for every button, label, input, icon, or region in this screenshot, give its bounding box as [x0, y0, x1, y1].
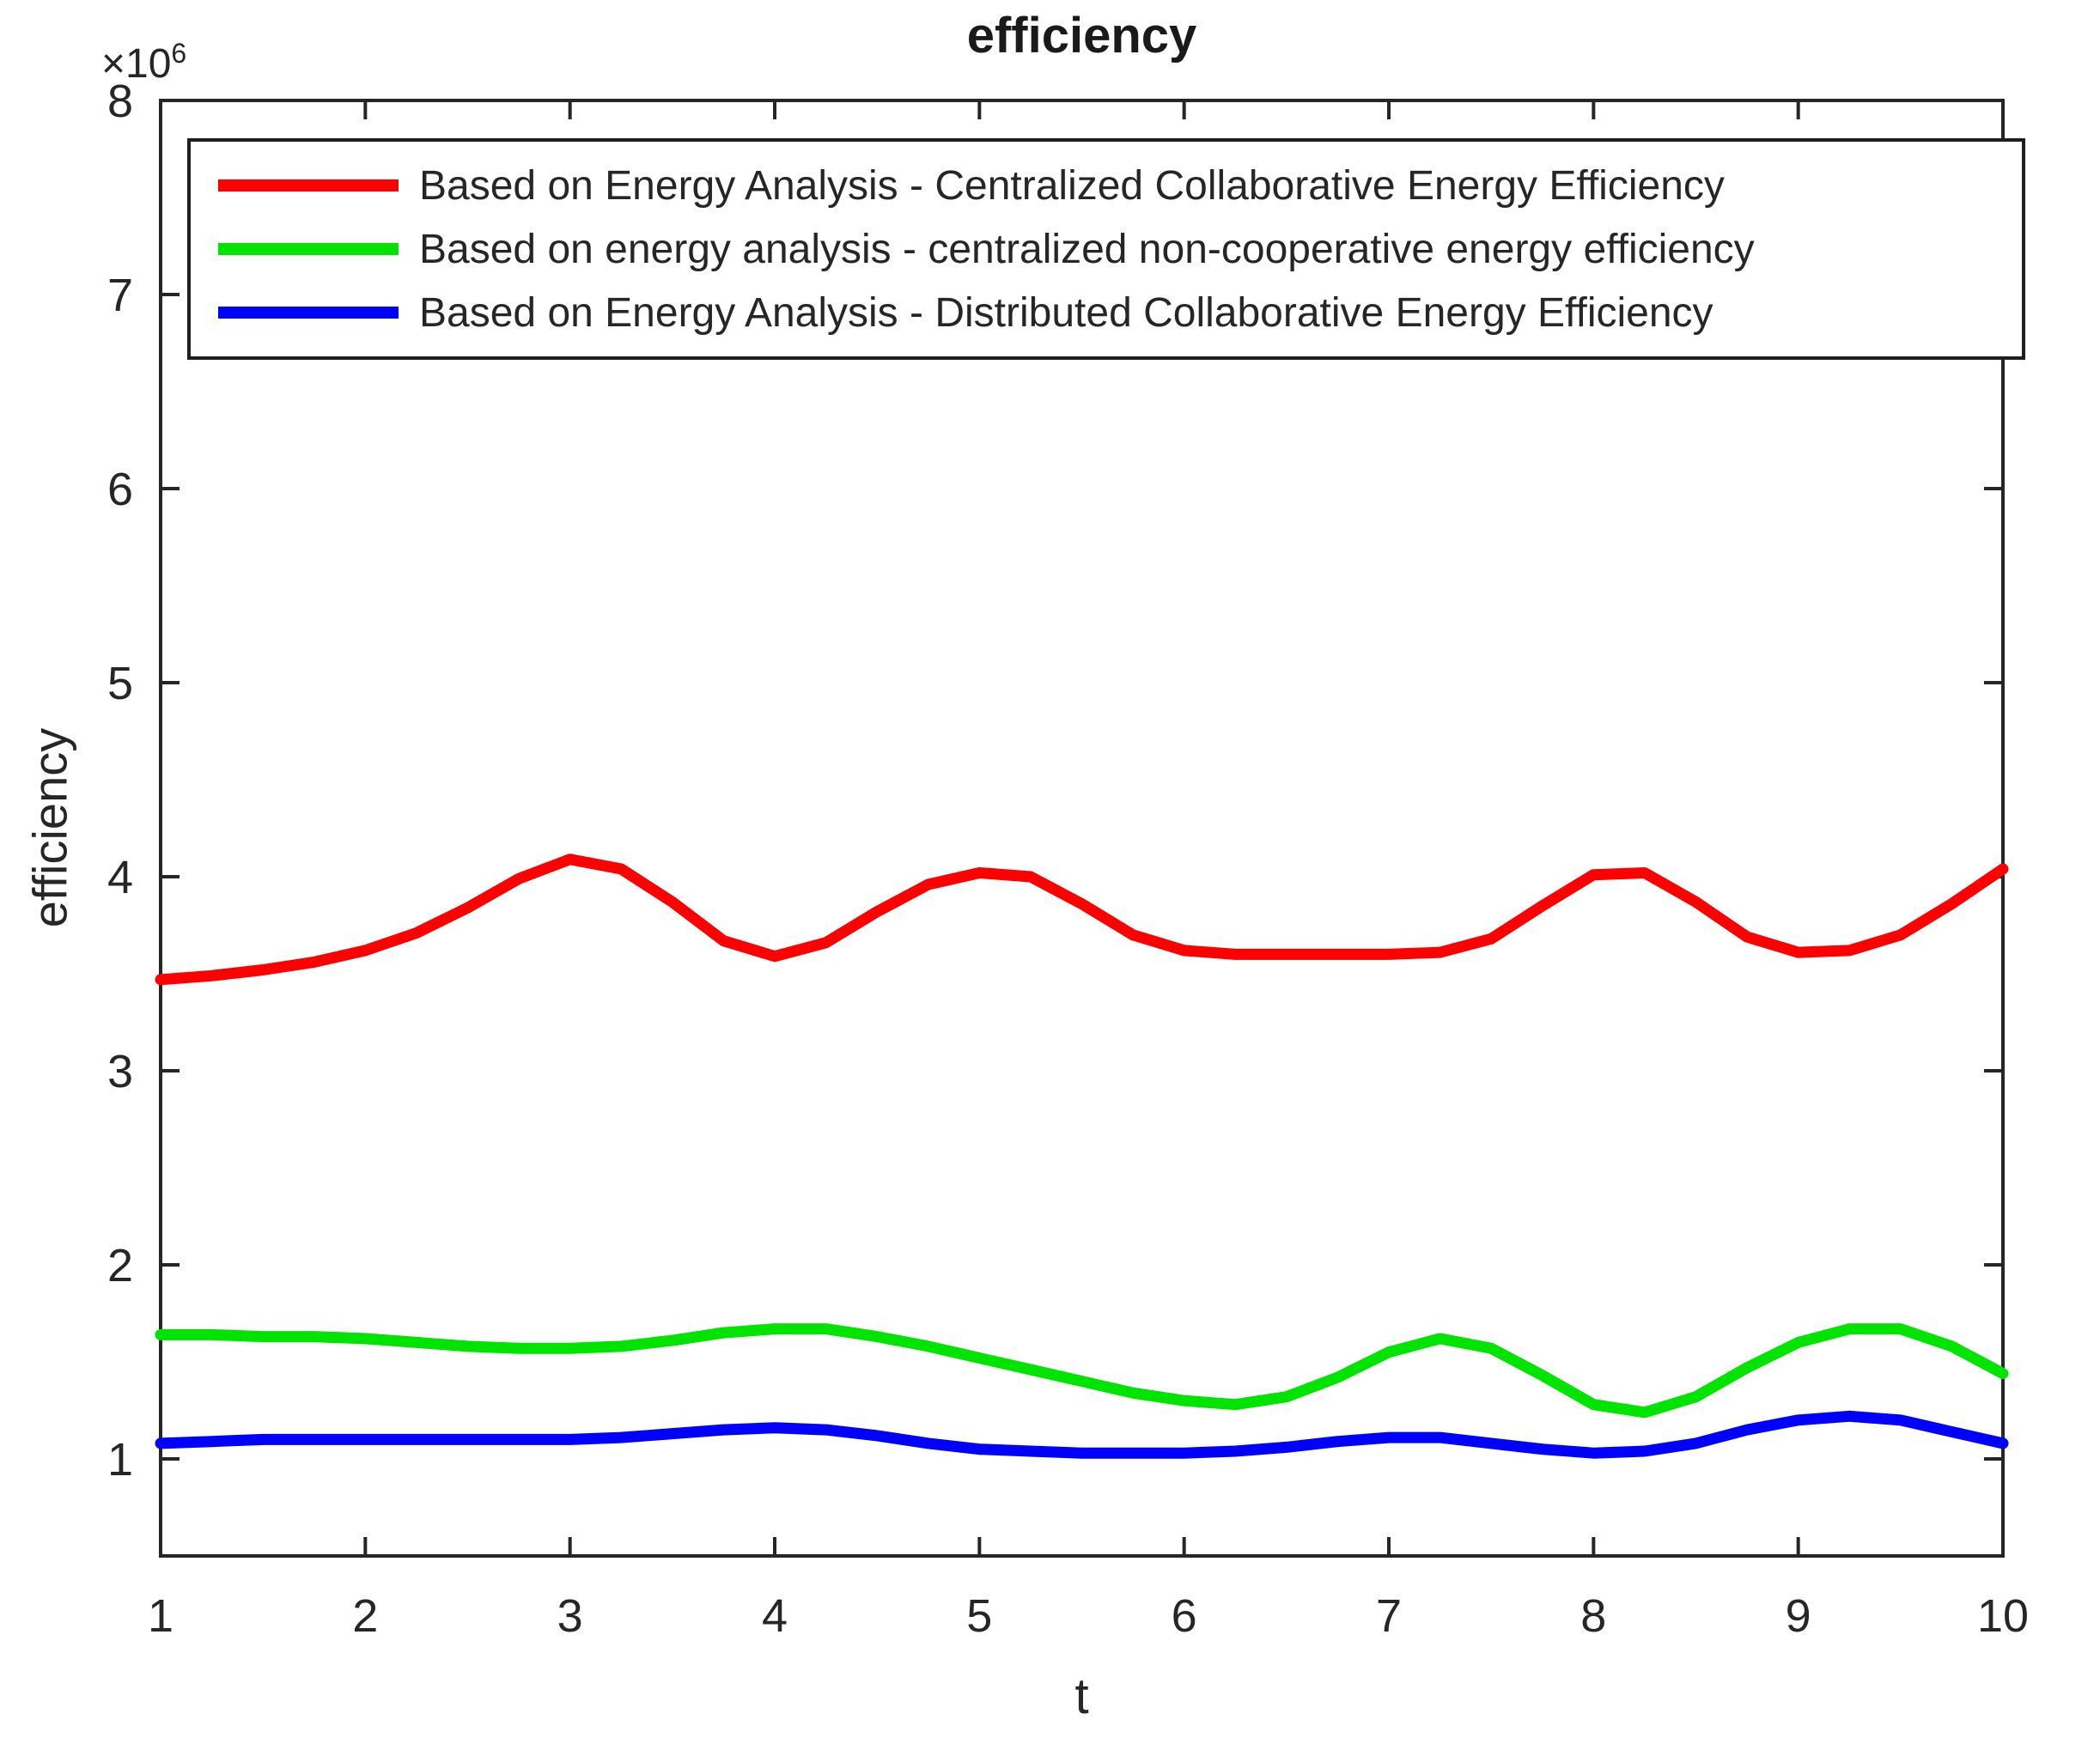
- legend-label: Based on Energy Analysis - Centralized C…: [419, 162, 1725, 209]
- legend-label: Based on energy analysis - centralized n…: [419, 226, 1755, 272]
- chart-title: efficiency: [966, 8, 1197, 64]
- svg-text:10: 10: [1977, 1590, 2029, 1642]
- svg-text:1: 1: [148, 1590, 173, 1642]
- svg-text:3: 3: [557, 1590, 583, 1642]
- svg-text:7: 7: [107, 270, 133, 321]
- svg-text:8: 8: [1580, 1590, 1606, 1642]
- x-axis-label: t: [1074, 1668, 1089, 1724]
- legend-item-distributed-collaborative: Based on Energy Analysis - Distributed C…: [191, 281, 2022, 344]
- svg-text:5: 5: [966, 1590, 992, 1642]
- svg-text:9: 9: [1786, 1590, 1811, 1642]
- legend-swatch-blue-line: [218, 307, 399, 319]
- y-axis-multiplier-exponent: 6: [171, 38, 187, 69]
- y-axis-multiplier-base: ×10: [101, 41, 172, 87]
- svg-text:8: 8: [107, 76, 133, 127]
- svg-text:7: 7: [1376, 1590, 1402, 1642]
- y-axis-multiplier: ×106: [101, 38, 186, 88]
- svg-text:2: 2: [352, 1590, 378, 1642]
- legend-swatch-red-line: [218, 179, 399, 191]
- svg-text:6: 6: [1172, 1590, 1197, 1642]
- svg-text:5: 5: [107, 658, 133, 709]
- legend: Based on Energy Analysis - Centralized C…: [187, 138, 2025, 360]
- svg-text:4: 4: [107, 852, 133, 903]
- svg-text:1: 1: [107, 1434, 133, 1486]
- legend-item-centralized-collaborative: Based on Energy Analysis - Centralized C…: [191, 154, 2022, 217]
- legend-item-centralized-non-cooperative: Based on energy analysis - centralized n…: [191, 217, 2022, 281]
- svg-text:2: 2: [107, 1240, 133, 1291]
- svg-text:3: 3: [107, 1046, 133, 1097]
- legend-swatch-green-line: [218, 243, 399, 255]
- svg-text:4: 4: [762, 1590, 788, 1642]
- svg-text:6: 6: [107, 464, 133, 515]
- legend-label: Based on Energy Analysis - Distributed C…: [419, 289, 1713, 336]
